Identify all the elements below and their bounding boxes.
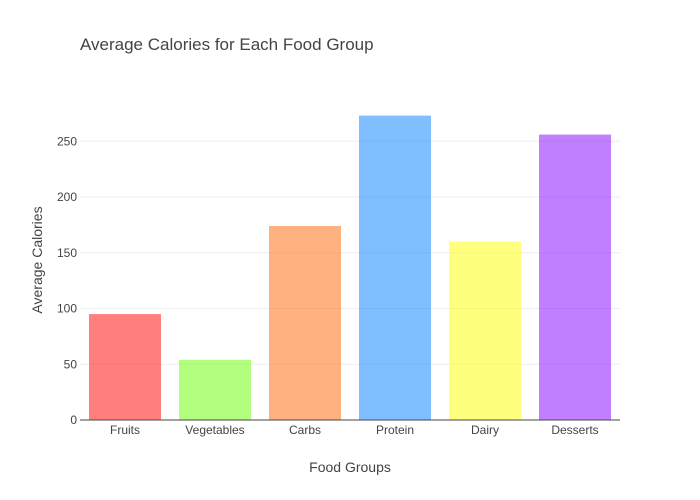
x-tick-label-vegetables: Vegetables	[185, 423, 244, 437]
x-tick-label-protein: Protein	[376, 423, 414, 437]
y-tick-label: 0	[70, 413, 77, 427]
x-tick-label-desserts: Desserts	[551, 423, 598, 437]
y-tick-labels: 0 50 100 150 200 250	[57, 134, 77, 427]
x-tick-label-fruits: Fruits	[110, 423, 140, 437]
y-tick-label: 50	[64, 357, 78, 371]
bar-carbs[interactable]	[269, 225, 341, 420]
x-tick-label-dairy: Dairy	[471, 423, 499, 437]
y-tick-label: 150	[57, 246, 77, 260]
y-axis-title: Average Calories	[29, 206, 45, 313]
bar-protein[interactable]	[359, 115, 431, 421]
gridlines	[80, 140, 620, 365]
bar-desserts[interactable]	[539, 134, 611, 420]
y-tick-label: 250	[57, 134, 77, 148]
bars	[89, 115, 611, 421]
bar-dairy[interactable]	[449, 241, 521, 420]
x-tick-label-carbs: Carbs	[289, 423, 321, 437]
bar-fruits[interactable]	[89, 314, 161, 420]
x-axis-title: Food Groups	[309, 459, 391, 475]
x-tick-labels: Fruits Vegetables Carbs Protein Dairy Dessert…	[110, 423, 599, 437]
y-tick-label: 100	[57, 302, 77, 316]
y-tick-label: 200	[57, 190, 77, 204]
bar-vegetables[interactable]	[179, 359, 251, 420]
chart-title: Average Calories for Each Food Group	[80, 35, 374, 54]
